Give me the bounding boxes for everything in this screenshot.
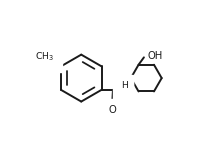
Text: H: H bbox=[120, 85, 128, 95]
Text: OH: OH bbox=[147, 51, 162, 61]
Text: H: H bbox=[121, 81, 128, 90]
Text: N: N bbox=[119, 85, 126, 95]
Text: O: O bbox=[108, 105, 116, 115]
Text: O: O bbox=[49, 57, 57, 67]
Text: CH$_3$: CH$_3$ bbox=[35, 51, 55, 63]
